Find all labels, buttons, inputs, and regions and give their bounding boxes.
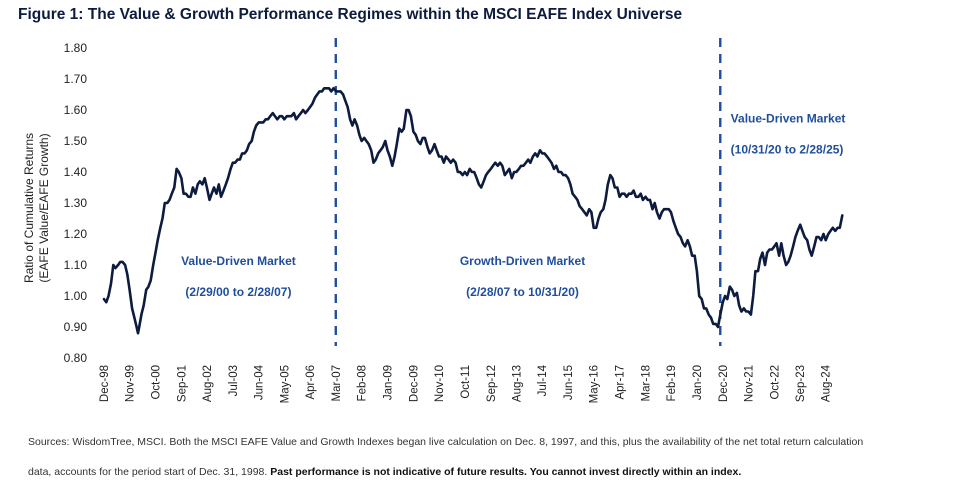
y-tick-label: 0.90	[64, 320, 88, 334]
x-tick-label: Aug-24	[821, 364, 833, 402]
x-tick-label: May-05	[279, 365, 291, 403]
y-tick-label: 1.10	[64, 258, 88, 272]
footnote-disclaimer: Past performance is not indicative of fu…	[270, 466, 742, 478]
y-axis: 0.80 0.90 1.00 1.10 1.20 1.30 1.40 1.50 1.60 1.70…	[64, 41, 88, 365]
y-tick-label: 1.80	[64, 41, 88, 55]
regime-label: Value-Driven Market	[181, 254, 296, 268]
x-tick-label: Aug-13	[511, 365, 523, 402]
x-tick-label: Sep-12	[486, 365, 498, 402]
x-tick-label: Jan-20	[692, 365, 704, 400]
y-tick-label: 1.30	[64, 196, 88, 210]
x-tick-label: Jul-14	[537, 364, 549, 396]
x-tick-label: Apr-06	[305, 365, 317, 400]
regime-dividers	[334, 38, 722, 346]
x-tick-label: May-16	[589, 365, 601, 403]
x-tick-label: Oct-22	[769, 365, 781, 400]
chart-title: Figure 1: The Value & Growth Performance…	[18, 6, 683, 23]
x-tick-label: Feb-08	[357, 365, 369, 401]
y-tick-label: 1.20	[64, 227, 88, 241]
x-tick-label: Jan-09	[383, 365, 395, 400]
y-axis-label-secondary: (EAFE Value/EAFE Growth)	[37, 133, 51, 282]
x-tick-label: Jul-03	[228, 365, 240, 396]
x-tick-label: Mar-07	[331, 365, 343, 401]
x-tick-label: Aug-02	[202, 365, 214, 402]
y-tick-label: 1.70	[64, 72, 88, 86]
x-tick-label: Mar-18	[640, 365, 652, 401]
x-tick-label: Nov-99	[125, 365, 137, 402]
x-tick-label: Oct-11	[460, 365, 472, 399]
regime-label: Value-Driven Market	[731, 111, 846, 125]
series-line	[102, 87, 844, 335]
regime-period: (2/29/00 to 2/28/07)	[185, 285, 291, 299]
y-tick-label: 1.00	[64, 289, 88, 303]
footnote-line-2: data, accounts for the period start of D…	[28, 466, 741, 478]
regime-label: Growth-Driven Market	[460, 254, 585, 268]
x-tick-label: Feb-19	[666, 365, 678, 401]
x-tick-label: Jun-04	[254, 364, 266, 400]
x-axis: Dec-98 Nov-99 Oct-00 Sep-01 Aug-02 Jul-03 Jun-…	[99, 364, 833, 403]
x-tick-label: Nov-10	[434, 365, 446, 402]
x-tick-label: Sep-23	[795, 365, 807, 402]
footnote-source-text: data, accounts for the period start of D…	[28, 466, 271, 478]
y-tick-label: 1.60	[64, 103, 88, 117]
x-tick-label: Dec-09	[408, 365, 420, 402]
y-tick-label: 1.40	[64, 165, 88, 179]
x-tick-label: Apr-17	[615, 365, 627, 400]
regime-period: (2/28/07 to 10/31/20)	[466, 285, 579, 299]
y-axis-label: Ratio of Cumulative Returns	[22, 133, 36, 283]
x-tick-label: Dec-20	[718, 365, 730, 402]
regime-period: (10/31/20 to 2/28/25)	[731, 142, 844, 156]
regime-annotations: Value-Driven Market (2/29/00 to 2/28/07) G…	[181, 111, 845, 299]
series-group	[102, 87, 844, 335]
x-tick-label: Jun-15	[563, 365, 575, 400]
y-tick-label: 1.50	[64, 134, 88, 148]
footnote-line-1: Sources: WisdomTree, MSCI. Both the MSCI…	[28, 436, 864, 448]
x-tick-label: Oct-00	[150, 365, 162, 400]
y-tick-label: 0.80	[64, 351, 88, 365]
x-tick-label: Dec-98	[99, 365, 111, 402]
x-tick-label: Sep-01	[176, 365, 188, 402]
x-tick-label: Nov-21	[743, 365, 755, 402]
